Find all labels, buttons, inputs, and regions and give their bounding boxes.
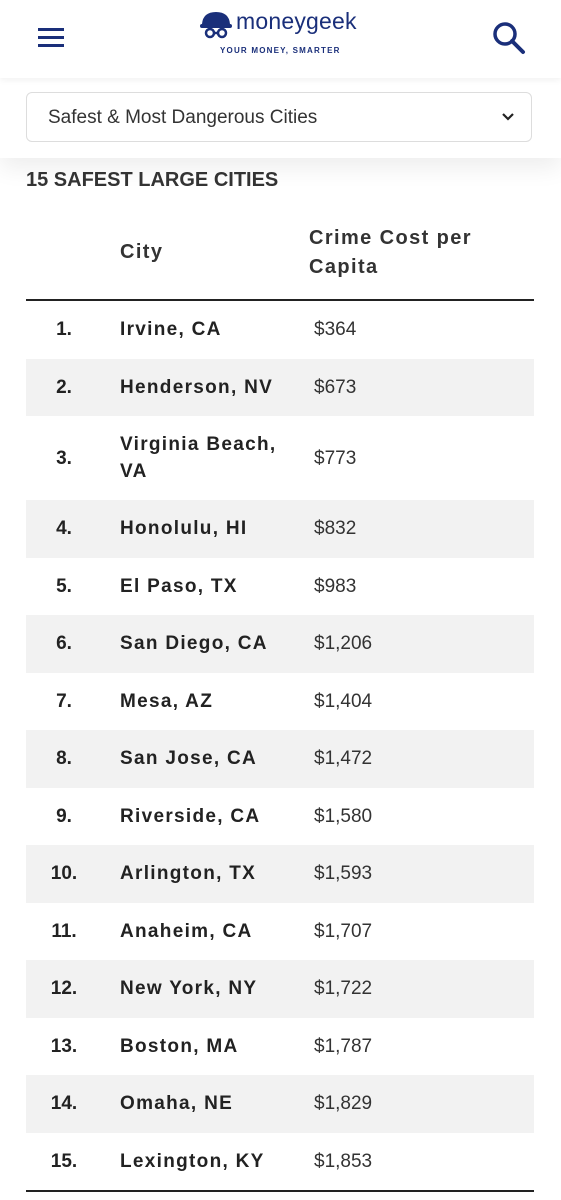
crime-cost: $1,829 <box>314 1093 373 1115</box>
rank: 7. <box>56 690 72 712</box>
dropdown[interactable]: Safest & Most Dangerous Cities <box>26 92 532 142</box>
city: El Paso, TX <box>120 575 238 597</box>
city: Anaheim, CA <box>120 920 253 942</box>
rank: 4. <box>56 518 72 540</box>
city: Irvine, CA <box>120 319 222 341</box>
city: San Jose, CA <box>120 748 258 770</box>
crime-cost: $1,593 <box>314 863 373 885</box>
table-body: 1. Irvine, CA $364 2. Henderson, NV $673 3. Vir… <box>26 301 534 1190</box>
logo[interactable]: moneygeek <box>236 8 357 34</box>
rank: 9. <box>56 805 72 827</box>
city: Honolulu, HI <box>120 518 248 540</box>
crime-cost: $1,787 <box>314 1035 373 1057</box>
crime-cost: $673 <box>314 376 357 398</box>
rank: 13. <box>50 1035 78 1057</box>
table-row: 7. Mesa, AZ $1,404 <box>26 673 534 731</box>
dropdown-label: Safest & Most Dangerous Cities <box>48 107 318 128</box>
crime-cost: $1,853 <box>314 1150 373 1172</box>
rank: 3. <box>56 447 72 469</box>
section-title: 15 SAFEST LARGE CITIES <box>26 169 279 191</box>
logo-icon <box>200 12 232 39</box>
menu-button[interactable] <box>36 26 66 48</box>
crime-cost: $1,404 <box>314 690 373 712</box>
table-row: 11. Anaheim, CA $1,707 <box>26 903 534 961</box>
crime-cost: $832 <box>314 518 357 540</box>
table: City Crime Cost per Capita 1. Irvine, CA $… <box>26 222 534 1192</box>
crime-cost: $1,580 <box>314 805 373 827</box>
city: Henderson, NV <box>120 376 274 398</box>
table-row: 8. San Jose, CA $1,472 <box>26 730 534 788</box>
table-row: 12. New York, NY $1,722 <box>26 960 534 1018</box>
city: Omaha, NE <box>120 1093 234 1115</box>
table-row: 6. San Diego, CA $1,206 <box>26 615 534 673</box>
city: Arlington, TX <box>120 863 257 885</box>
table-row: 3. Virginia Beach, VA $773 <box>26 416 534 500</box>
table-row: 14. Omaha, NE $1,829 <box>26 1075 534 1133</box>
column-header: Crime Cost per Capita <box>309 227 472 278</box>
rank: 1. <box>56 319 72 341</box>
rank: 15. <box>50 1150 78 1172</box>
table-row: 2. Henderson, NV $673 <box>26 358 534 416</box>
nav-band: Safest & Most Dangerous Cities <box>0 78 561 158</box>
table-row: 4. Honolulu, HI $832 <box>26 500 534 558</box>
crime-cost: $1,707 <box>314 920 373 942</box>
rank: 11. <box>51 920 77 942</box>
rank: 8. <box>56 748 72 770</box>
city: Mesa, AZ <box>120 690 214 712</box>
rank: 14. <box>50 1093 78 1115</box>
city: Boston, MA <box>120 1035 239 1057</box>
crime-cost: $1,206 <box>314 633 373 655</box>
header: moneygeek YOUR MONEY, SMARTER <box>0 0 561 78</box>
table-row: 1. Irvine, CA $364 <box>26 301 534 359</box>
city: Virginia Beach, VA <box>120 434 277 482</box>
table-row: 5. El Paso, TX $983 <box>26 558 534 616</box>
crime-cost: $1,722 <box>314 978 373 1000</box>
column-header: City <box>120 241 164 263</box>
rank: 5. <box>56 575 72 597</box>
crime-cost: $1,472 <box>314 748 373 770</box>
table-row: 9. Riverside, CA $1,580 <box>26 788 534 846</box>
crime-cost: $983 <box>314 575 357 597</box>
table-bottom-border <box>26 1190 534 1192</box>
rank: 12. <box>50 978 78 1000</box>
city: Lexington, KY <box>120 1150 265 1172</box>
city: Riverside, CA <box>120 805 261 827</box>
rank: 2. <box>56 376 72 398</box>
table-row: 10. Arlington, TX $1,593 <box>26 845 534 903</box>
tagline: YOUR MONEY, SMARTER <box>220 46 341 55</box>
crime-cost: $773 <box>314 447 357 469</box>
table-row: 15. Lexington, KY $1,853 <box>26 1133 534 1191</box>
rank: 6. <box>56 633 72 655</box>
crime-cost: $364 <box>314 319 357 341</box>
city: San Diego, CA <box>120 633 268 655</box>
search-button[interactable] <box>492 21 526 55</box>
spacer <box>26 222 120 299</box>
table-header: City Crime Cost per Capita <box>26 222 534 301</box>
rank: 10. <box>50 863 78 885</box>
table-row: 13. Boston, MA $1,787 <box>26 1018 534 1076</box>
city: New York, NY <box>120 978 258 1000</box>
chevron <box>502 113 514 121</box>
